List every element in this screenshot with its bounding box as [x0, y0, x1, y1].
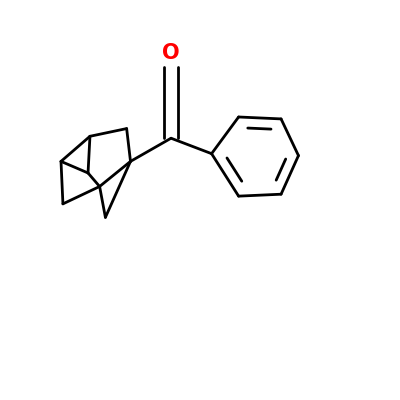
Text: O: O	[162, 43, 180, 63]
